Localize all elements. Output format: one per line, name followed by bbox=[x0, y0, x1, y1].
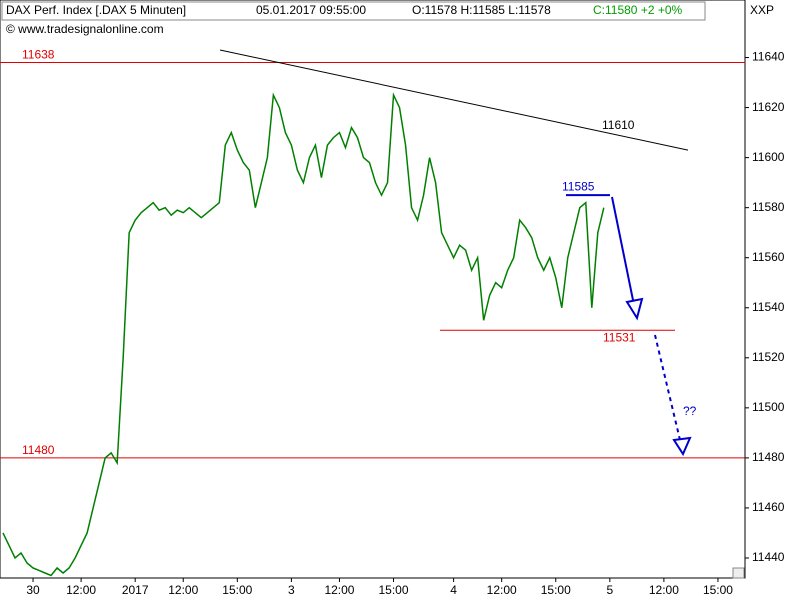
y-tick-label: 11500 bbox=[752, 400, 785, 414]
close-info: C:11580 +2 +0% bbox=[593, 3, 683, 17]
trend-label: 11610 bbox=[602, 118, 635, 132]
x-tick-label: 3 bbox=[288, 583, 295, 597]
y-tick-label: 11560 bbox=[752, 250, 785, 264]
x-tick-label: 30 bbox=[26, 583, 40, 597]
x-tick-label: 12:00 bbox=[649, 583, 679, 597]
ohl: O:11578 H:11585 L:11578 bbox=[412, 3, 551, 17]
dashed-arrow-head bbox=[672, 436, 692, 457]
x-tick-label: 12:00 bbox=[66, 583, 96, 597]
timestamp: 05.01.2017 09:55:00 bbox=[256, 3, 366, 17]
x-tick-label: 15:00 bbox=[379, 583, 409, 597]
price-line bbox=[2, 92, 605, 577]
copyright: © www.tradesignalonline.com bbox=[6, 22, 164, 36]
x-tick-label: 5 bbox=[606, 583, 613, 597]
y-tick-label: 11440 bbox=[752, 550, 785, 564]
y-tick-label: 11580 bbox=[752, 200, 785, 214]
header-box bbox=[1, 1, 706, 21]
level-label: 11638 bbox=[22, 48, 55, 62]
x-tick-label: 12:00 bbox=[487, 583, 517, 597]
scroll-button[interactable] bbox=[732, 567, 745, 579]
x-tick-label: 15:00 bbox=[222, 583, 252, 597]
chart-title: DAX Perf. Index [.DAX 5 Minuten] bbox=[6, 3, 186, 17]
question-label: ?? bbox=[683, 404, 697, 418]
resistance-label: 11585 bbox=[562, 179, 595, 193]
support-label: 11531 bbox=[603, 330, 636, 344]
y-tick-label: 11460 bbox=[752, 500, 785, 514]
y-tick-label: 11540 bbox=[752, 300, 785, 314]
arrow-shaft bbox=[611, 196, 635, 306]
x-tick-label: 15:00 bbox=[541, 583, 571, 597]
chart-layer: 11638 11480 11531 11585 11610?? bbox=[0, 48, 745, 577]
level-label: 11480 bbox=[22, 443, 55, 457]
axis-name: XXP bbox=[750, 3, 774, 17]
y-tick-label: 11640 bbox=[752, 50, 785, 64]
trend-line bbox=[219, 49, 689, 151]
arrow-head bbox=[625, 297, 644, 321]
y-tick-label: 11520 bbox=[752, 350, 785, 364]
y-tick-label: 11620 bbox=[752, 100, 785, 114]
x-tick-label: 12:00 bbox=[168, 583, 198, 597]
x-tick-label: 4 bbox=[450, 583, 457, 597]
x-tick-label: 2017 bbox=[122, 583, 149, 597]
y-tick-label: 11600 bbox=[752, 150, 785, 164]
x-tick-label: 15:00 bbox=[703, 583, 733, 597]
x-tick-label: 12:00 bbox=[324, 583, 354, 597]
y-tick-label: 11480 bbox=[752, 450, 785, 464]
plot-frame bbox=[0, 0, 746, 579]
dashed-shaft bbox=[654, 334, 681, 441]
